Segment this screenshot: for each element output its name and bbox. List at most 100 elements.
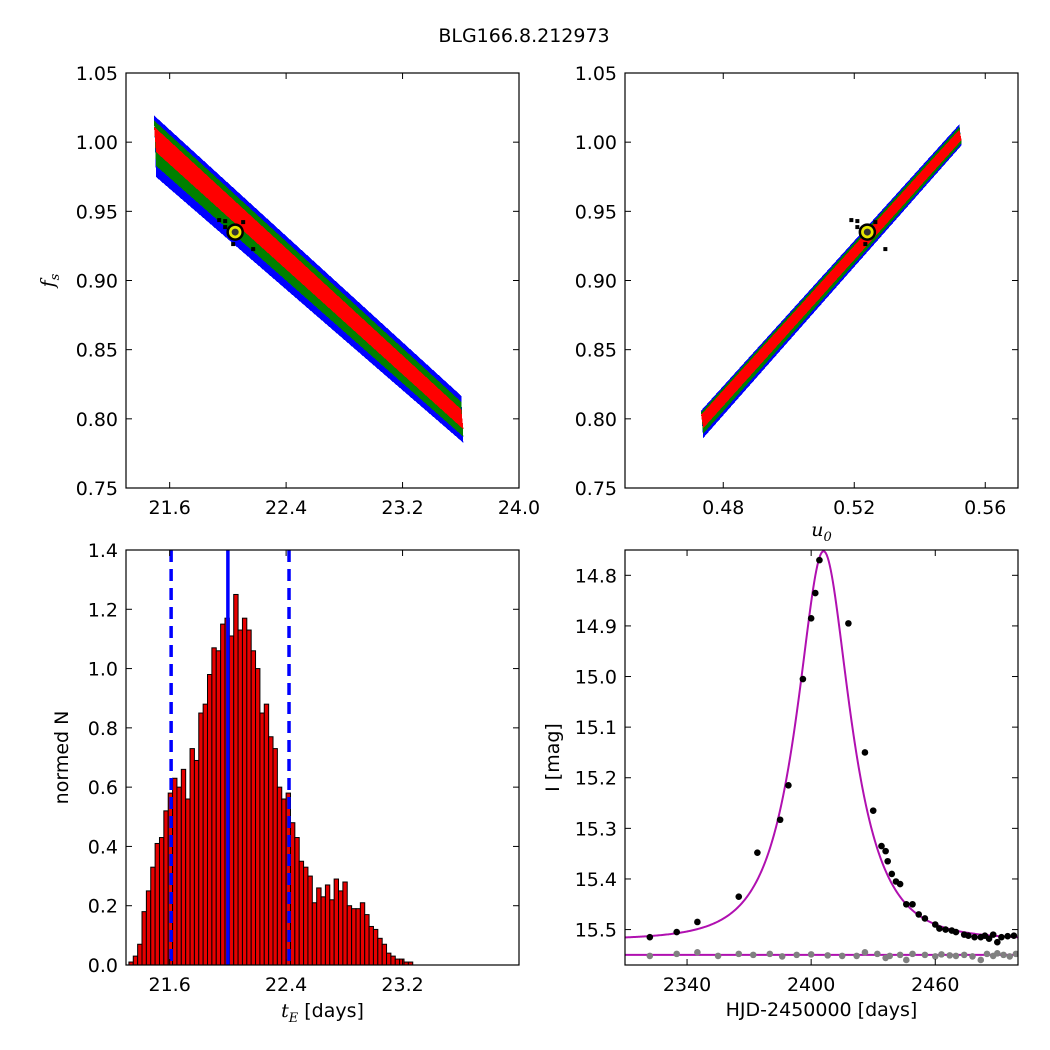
- data-point: [785, 782, 792, 789]
- histogram-bar: [289, 822, 296, 966]
- histogram-bar: [338, 890, 344, 966]
- residual-point: [861, 949, 869, 956]
- high-density-cell: [883, 247, 888, 252]
- y-tick-label: 1.2: [88, 599, 118, 621]
- high-density-cell: [251, 247, 256, 252]
- y-tick-label: 14.8: [575, 565, 617, 587]
- x-tick-label: 0.52: [833, 497, 875, 519]
- histogram-bar: [193, 759, 200, 966]
- y-tick-label: 0.4: [88, 836, 118, 858]
- y-tick-label: 0.2: [88, 896, 118, 918]
- residual-point: [646, 952, 654, 960]
- residual-point: [960, 951, 968, 959]
- sigma1-region: [701, 129, 962, 429]
- histogram-bar: [163, 810, 169, 966]
- data-point: [882, 847, 889, 855]
- y-tick-label: 15.2: [575, 768, 617, 790]
- data-point: [878, 842, 885, 850]
- y-tick-label: 0.8: [88, 718, 118, 740]
- histogram-bar: [241, 617, 248, 966]
- histogram-bar: [211, 647, 217, 966]
- y-tick-label: 0.6: [88, 777, 118, 799]
- histogram-bar: [185, 798, 191, 966]
- x-tick-label: 2340: [663, 974, 711, 996]
- y-axis-label: normed N: [51, 711, 73, 805]
- histogram-bar: [150, 866, 156, 966]
- data-point: [971, 933, 978, 941]
- figure-title: BLG166.8.212973: [438, 25, 609, 47]
- data-point: [989, 931, 997, 938]
- data-point: [845, 620, 852, 627]
- y-tick-label: 1.05: [76, 63, 118, 85]
- histogram-bar: [346, 905, 353, 966]
- residual-point: [1000, 951, 1007, 959]
- sigma1-region: [153, 126, 464, 430]
- y-tick-label: 0.75: [575, 478, 617, 500]
- x-tick-label: 22.4: [265, 974, 307, 996]
- residual-point: [778, 953, 786, 960]
- histogram-bar: [172, 777, 178, 966]
- x-axis-label: HJD-2450000 [days]: [726, 999, 918, 1021]
- high-density-cell: [855, 225, 860, 230]
- y-axis-label: I [mag]: [542, 723, 564, 792]
- histogram-bar: [324, 884, 331, 966]
- histogram-bar: [281, 798, 287, 966]
- high-density-cell: [231, 242, 236, 247]
- histogram-bar: [394, 958, 401, 966]
- data-point: [754, 849, 761, 856]
- y-tick-label: 0.90: [575, 271, 617, 293]
- histogram-bar: [320, 896, 326, 966]
- histogram-bar: [141, 911, 147, 966]
- data-point: [896, 880, 904, 888]
- heatmap-cells: [701, 124, 962, 439]
- histogram-bar: [359, 902, 366, 966]
- data-point: [694, 918, 701, 926]
- histogram-bar: [381, 943, 388, 966]
- y-axis-label: fs: [37, 273, 63, 289]
- y-tick-label: 15.0: [575, 667, 617, 689]
- histogram-bar: [259, 712, 265, 966]
- data-point: [915, 911, 923, 918]
- data-point: [869, 807, 877, 814]
- histogram-bar: [202, 703, 209, 966]
- high-density-cell: [849, 218, 854, 223]
- residual-point: [807, 951, 815, 958]
- data-point: [646, 933, 654, 941]
- axes-frame: [125, 549, 520, 966]
- y-tick-label: 0.95: [76, 201, 118, 223]
- high-density-cell: [223, 225, 228, 230]
- x-tick-label: 23.2: [381, 497, 423, 519]
- histogram-bar: [263, 703, 270, 966]
- residual-point: [977, 956, 985, 964]
- histogram-bar: [220, 623, 226, 966]
- residual-point: [673, 950, 681, 958]
- y-tick-label: 14.9: [575, 616, 617, 638]
- x-tick-label: 21.6: [149, 974, 191, 996]
- histogram-bar: [399, 958, 405, 966]
- x-axis-label: u0: [811, 519, 832, 545]
- y-tick-label: 0.80: [76, 409, 118, 431]
- histogram-bar: [233, 593, 239, 966]
- residual-point: [931, 953, 939, 960]
- residual-point: [946, 952, 954, 959]
- data-point: [1004, 932, 1011, 940]
- y-tick-label: 15.1: [575, 717, 617, 739]
- histogram-bar: [215, 650, 222, 966]
- histogram-bar: [132, 955, 139, 966]
- best-fit-marker-center: [863, 228, 871, 236]
- high-density-cell: [223, 219, 228, 224]
- histogram-bar: [198, 712, 204, 966]
- residual-point: [909, 950, 916, 958]
- histogram-bar: [390, 955, 396, 966]
- y-tick-label: 0.95: [575, 201, 617, 223]
- y-tick-label: 15.3: [575, 818, 617, 840]
- residual-point: [1006, 953, 1014, 960]
- data-point: [965, 932, 972, 939]
- data-point: [931, 921, 939, 928]
- histogram-bar: [207, 674, 213, 966]
- data-point: [888, 870, 896, 878]
- histogram-bar: [351, 908, 357, 966]
- histogram-bar: [333, 878, 340, 966]
- high-density-cell: [855, 219, 860, 224]
